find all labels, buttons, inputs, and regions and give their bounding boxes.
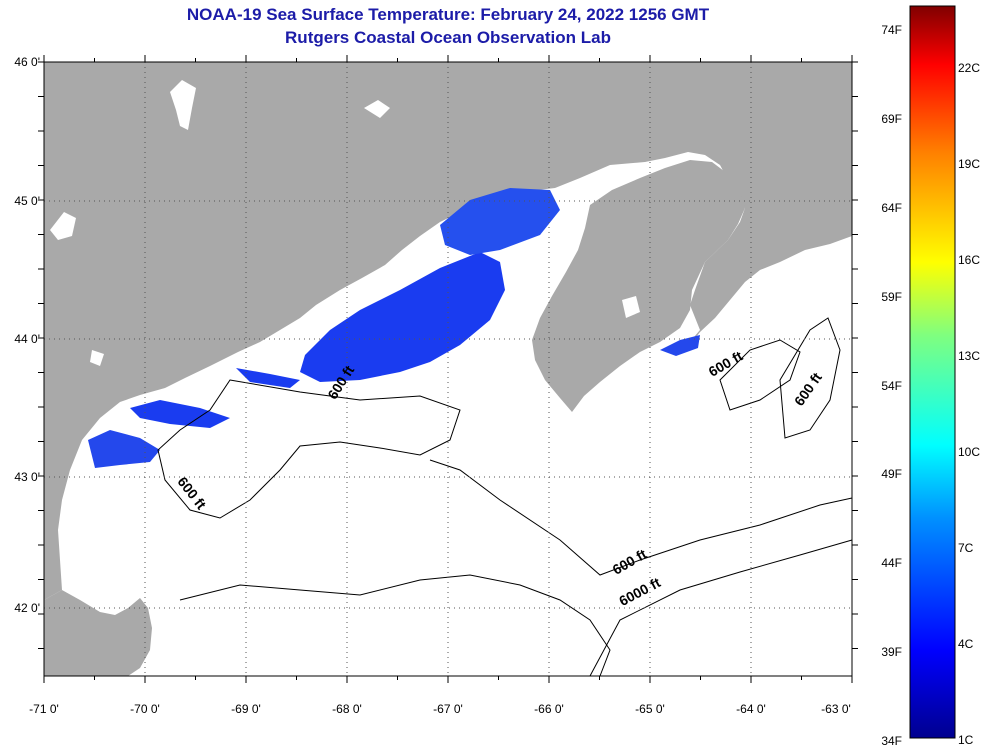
fahrenheit-label: 59F xyxy=(881,290,902,304)
cold-water-patches xyxy=(88,188,700,468)
lon-tick-label: -65 0' xyxy=(635,702,665,716)
lat-tick-label: 43 0' xyxy=(14,470,40,484)
latitude-labels: 46 0' 45 0' 44 0' 43 0' 42 0' xyxy=(14,55,40,615)
lakes xyxy=(50,80,640,366)
fahrenheit-label: 69F xyxy=(881,112,902,126)
longitude-labels: -71 0' -70 0' -69 0' -68 0' -67 0' -66 0' -65 … xyxy=(29,702,851,716)
celsius-label: 19C xyxy=(958,157,980,171)
lon-tick-label: -66 0' xyxy=(534,702,564,716)
lat-tick-label: 45 0' xyxy=(14,194,40,208)
land-north-coast xyxy=(44,62,852,600)
fahrenheit-label: 64F xyxy=(881,201,902,215)
fahrenheit-scale: 74F 69F 64F 59F 54F 49F 44F 39F 34F xyxy=(881,23,902,748)
celsius-label: 7C xyxy=(958,541,974,555)
lon-tick-label: -69 0' xyxy=(231,702,261,716)
celsius-label: 4C xyxy=(958,637,974,651)
lon-tick-label: -64 0' xyxy=(736,702,766,716)
celsius-label: 1C xyxy=(958,733,974,747)
graticule xyxy=(38,55,858,683)
fahrenheit-label: 44F xyxy=(881,556,902,570)
celsius-label: 13C xyxy=(958,349,980,363)
color-scale-bar: 74F 69F 64F 59F 54F 49F 44F 39F 34F 22C 19C 16C 13C… xyxy=(881,5,980,748)
map-frame xyxy=(38,55,858,683)
fahrenheit-label: 39F xyxy=(881,645,902,659)
depth-contours xyxy=(157,317,853,677)
fahrenheit-label: 34F xyxy=(881,734,902,748)
map-subtitle: Rutgers Coastal Ocean Observation Lab xyxy=(285,28,611,47)
celsius-label: 22C xyxy=(958,61,980,75)
fahrenheit-label: 49F xyxy=(881,467,902,481)
fahrenheit-label: 54F xyxy=(881,379,902,393)
land-cape-cod xyxy=(44,590,152,676)
lat-tick-label: 42 0' xyxy=(14,601,40,615)
fahrenheit-label: 74F xyxy=(881,23,902,37)
map-title: NOAA-19 Sea Surface Temperature: Februar… xyxy=(186,5,710,24)
land-mass xyxy=(44,62,852,676)
celsius-label: 10C xyxy=(958,445,980,459)
land-nova-scotia xyxy=(532,160,745,412)
lon-tick-label: -63 0' xyxy=(821,702,851,716)
lat-tick-label: 46 0' xyxy=(14,55,40,69)
lon-tick-label: -70 0' xyxy=(130,702,160,716)
lon-tick-label: -67 0' xyxy=(433,702,463,716)
celsius-label: 16C xyxy=(958,253,980,267)
lon-tick-label: -71 0' xyxy=(29,702,59,716)
lon-tick-label: -68 0' xyxy=(332,702,362,716)
celsius-scale: 22C 19C 16C 13C 10C 7C 4C 1C xyxy=(958,61,980,747)
lat-tick-label: 44 0' xyxy=(14,332,40,346)
